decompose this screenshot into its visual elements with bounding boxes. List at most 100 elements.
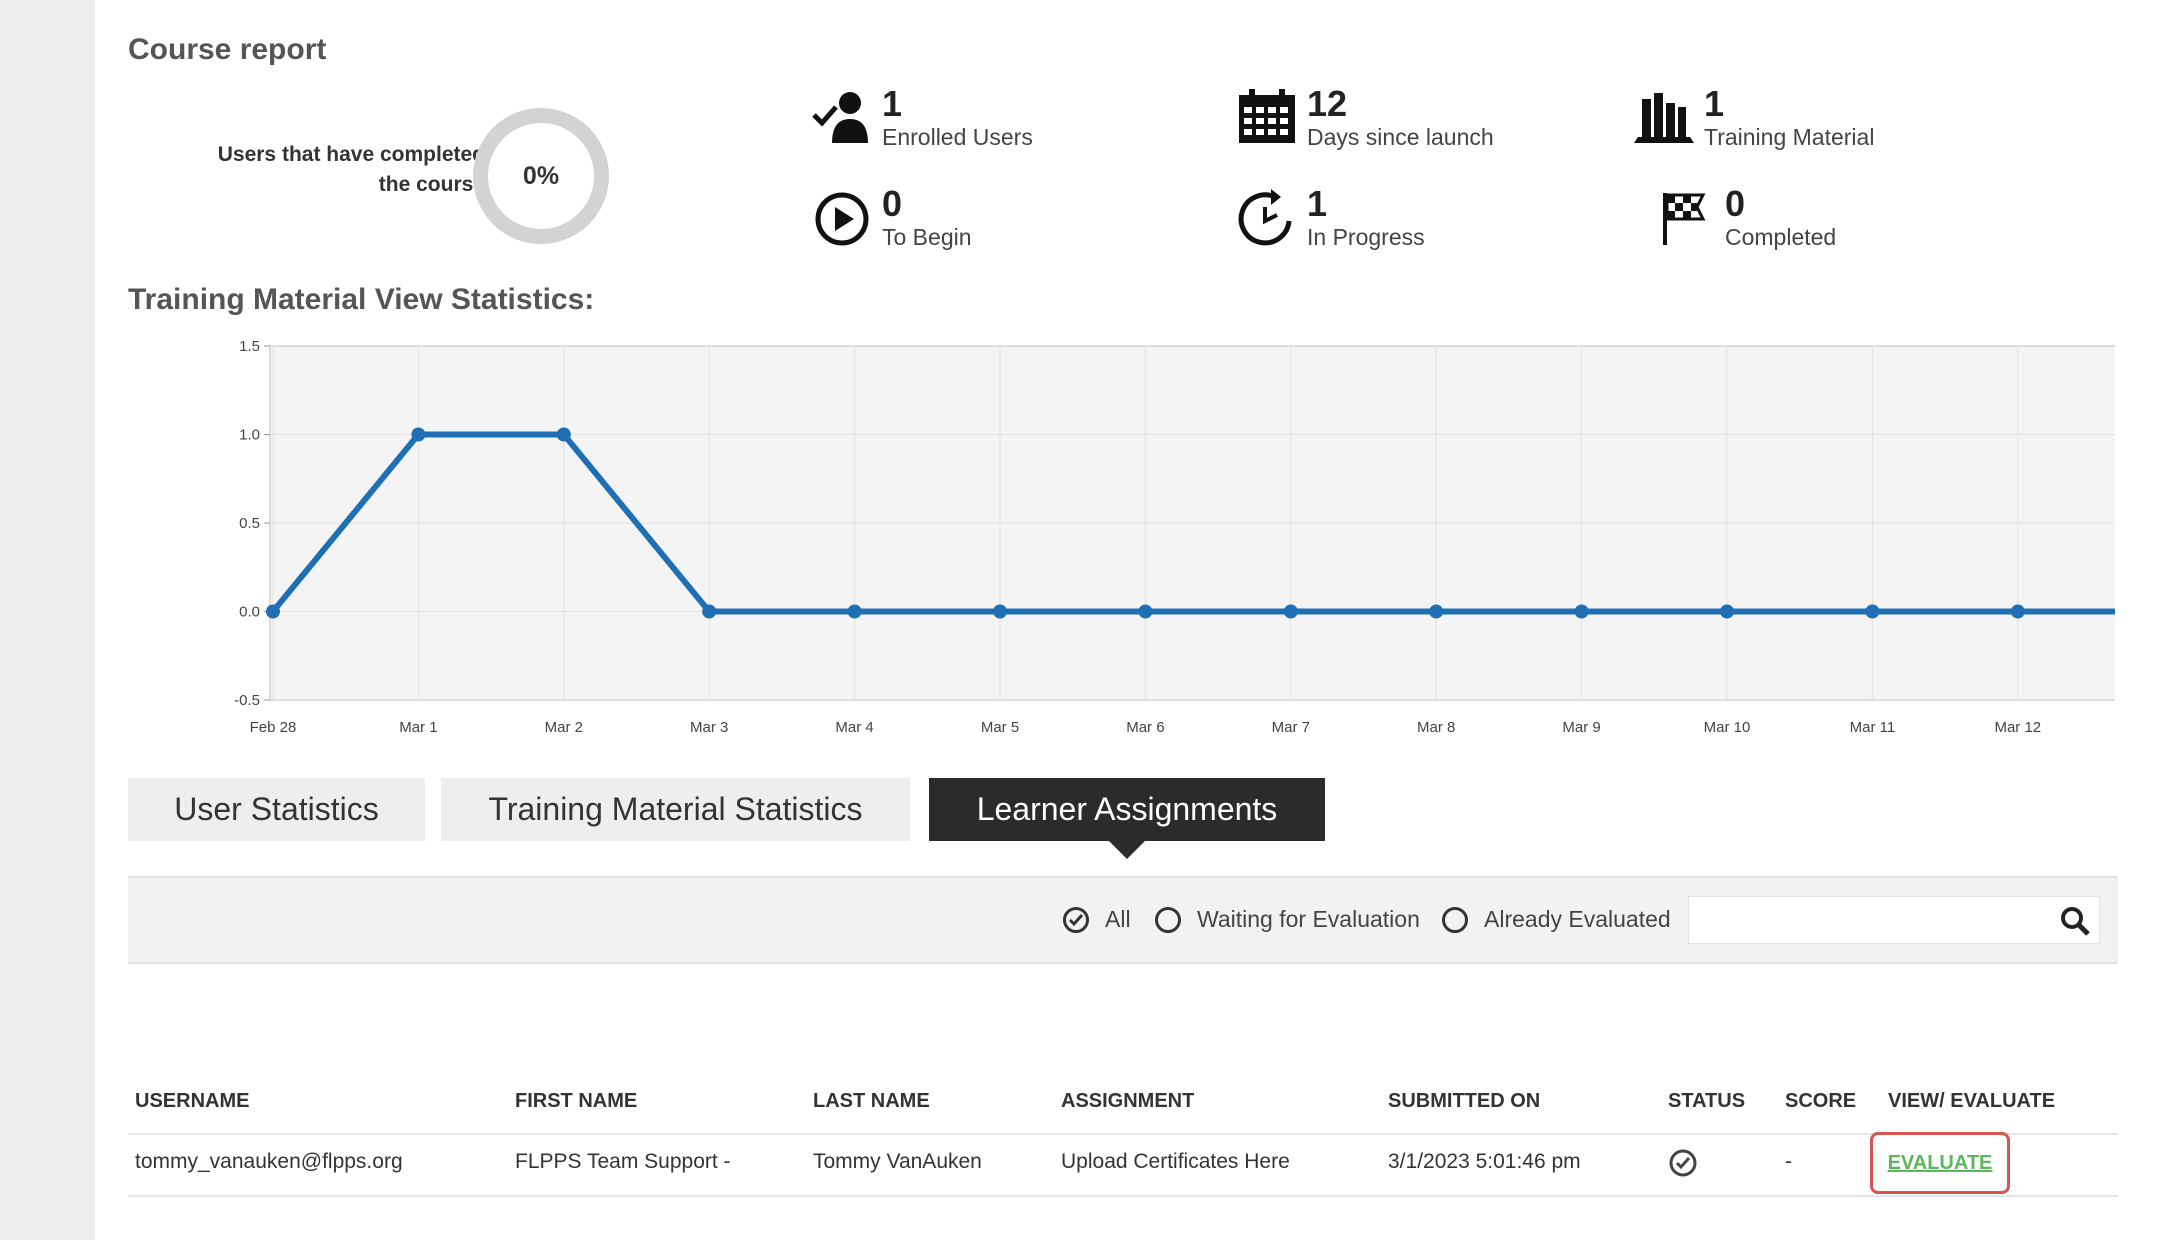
y-tick-label: 1.0 [239,427,260,444]
left-gutter [0,0,95,1240]
checkered-flag-icon [1653,185,1717,249]
filter-evaluated-label: Already Evaluated [1484,906,1671,932]
col-header-last-name: LAST NAME [813,1090,930,1112]
data-point [2010,604,2025,619]
data-point [1283,604,1298,619]
filter-all-radio[interactable]: All [1063,906,1131,933]
completion-label-line2: the course [378,173,485,196]
data-point [1429,604,1444,619]
cell-score: - [1785,1150,1792,1173]
stat-value: 0 [882,183,903,224]
data-point [1865,604,1880,619]
data-point [847,604,862,619]
x-tick-label: Mar 10 [1704,719,1751,736]
data-point [411,427,426,442]
check-circle-icon [1668,1148,1698,1184]
cell-first-name: FLPPS Team Support - [515,1150,731,1173]
data-point [1574,604,1589,619]
stat-label: In Progress [1307,224,1425,250]
x-tick-label: Mar 4 [835,719,873,736]
col-header-first-name: FIRST NAME [515,1090,638,1112]
x-tick-label: Mar 3 [690,719,728,736]
x-tick-label: Mar 12 [1994,719,2041,736]
evaluate-link[interactable]: EVALUATE [1887,1151,1993,1174]
stat-value: 1 [1307,183,1328,224]
data-point [1720,604,1734,619]
x-tick-label: Mar 6 [1126,719,1164,736]
chart-title: Training Material View Statistics: [128,283,595,316]
check-circle-icon [1063,906,1089,933]
y-tick-label: -0.5 [234,692,260,709]
data-point [1138,604,1153,619]
stat-to-begin: 0 To Begin [810,185,972,251]
x-tick-label: Mar 11 [1850,719,1896,736]
stat-value: 1 [1704,83,1725,124]
enrolled-user-icon [810,85,874,149]
filter-waiting-label: Waiting for Evaluation [1197,906,1420,932]
x-tick-label: Mar 9 [1562,719,1600,736]
tab-user-statistics[interactable]: User Statistics [128,778,425,841]
cell-last-name: Tommy VanAuken [813,1150,982,1173]
search-input[interactable] [1689,897,2049,943]
col-header-username: USERNAME [135,1090,250,1112]
stat-label: Enrolled Users [882,124,1033,150]
stat-label: Days since launch [1307,124,1494,150]
training-material-view-chart: 1.5 1.0 0.5 0.0 -0.5 Feb 28 Mar 1 Mar 2 Mar 3 Ma… [115,330,2161,750]
stat-enrolled-users: 1 Enrolled Users [810,85,1033,151]
data-point [993,604,1007,619]
col-header-submitted-on: SUBMITTED ON [1388,1090,1541,1112]
y-tick-label: 0.0 [239,604,260,621]
stat-label: Training Material [1704,124,1875,150]
completion-donut: 0% [473,108,609,244]
x-tick-label: Mar 7 [1272,719,1310,736]
y-tick-label: 1.5 [239,338,260,355]
search-box [1688,896,2100,944]
col-header-view-evaluate: VIEW/ EVALUATE [1888,1090,2056,1112]
cell-username: tommy_vanauken@flpps.org [135,1150,403,1173]
header-divider [128,1133,2118,1135]
row-divider [128,1195,2118,1197]
stat-training-material: 1 Training Material [1632,85,1874,151]
stat-days-since-launch: 12 Days since launch [1235,85,1494,151]
tab-learner-assignments[interactable]: Learner Assignments [929,778,1325,859]
y-tick-label: 0.5 [239,515,260,532]
stat-in-progress: 1 In Progress [1235,185,1425,251]
filter-evaluated-radio[interactable]: Already Evaluated [1442,906,1671,933]
completion-label: Users that have completed the course [155,140,485,200]
col-header-assignment: ASSIGNMENT [1061,1090,1195,1112]
x-tick-label: Mar 2 [545,719,583,736]
cell-submitted-on: 3/1/2023 5:01:46 pm [1388,1150,1581,1173]
search-icon[interactable] [2059,905,2091,937]
progress-clock-icon [1235,185,1299,249]
stat-completed: 0 Completed [1653,185,1836,251]
books-icon [1632,85,1696,149]
filter-waiting-radio[interactable]: Waiting for Evaluation [1155,906,1420,933]
x-tick-label: Feb 28 [250,719,297,736]
x-tick-label: Mar 1 [399,719,437,736]
stat-value: 0 [1725,183,1746,224]
x-tick-label: Mar 8 [1417,719,1455,736]
line-chart: 1.5 1.0 0.5 0.0 -0.5 Feb 28 Mar 1 Mar 2 Mar 3 Ma… [234,338,2161,736]
tab-training-material-statistics[interactable]: Training Material Statistics [441,778,910,841]
page-title: Course report [128,33,327,66]
stat-value: 1 [882,83,903,124]
data-point [266,604,280,619]
radio-empty-icon [1442,906,1468,933]
data-point [556,427,571,442]
completion-percent: 0% [522,161,560,190]
filter-bar: All Waiting for Evaluation Already Evalu… [128,876,2118,964]
course-report-panel: Course report Users that have completed … [95,0,2161,1240]
x-tick-label: Mar 5 [981,719,1019,736]
evaluate-highlight: EVALUATE [1870,1132,2010,1194]
stat-value: 12 [1307,83,1348,124]
col-header-status: STATUS [1668,1090,1746,1112]
play-icon [810,185,874,249]
series-line [270,431,2161,615]
completion-label-line1: Users that have completed [217,143,485,166]
stat-label: To Begin [882,224,972,250]
data-point [702,604,717,619]
radio-empty-icon [1155,906,1181,933]
filter-all-label: All [1105,906,1131,932]
cell-assignment: Upload Certificates Here [1061,1150,1290,1173]
col-header-score: SCORE [1785,1090,1857,1112]
